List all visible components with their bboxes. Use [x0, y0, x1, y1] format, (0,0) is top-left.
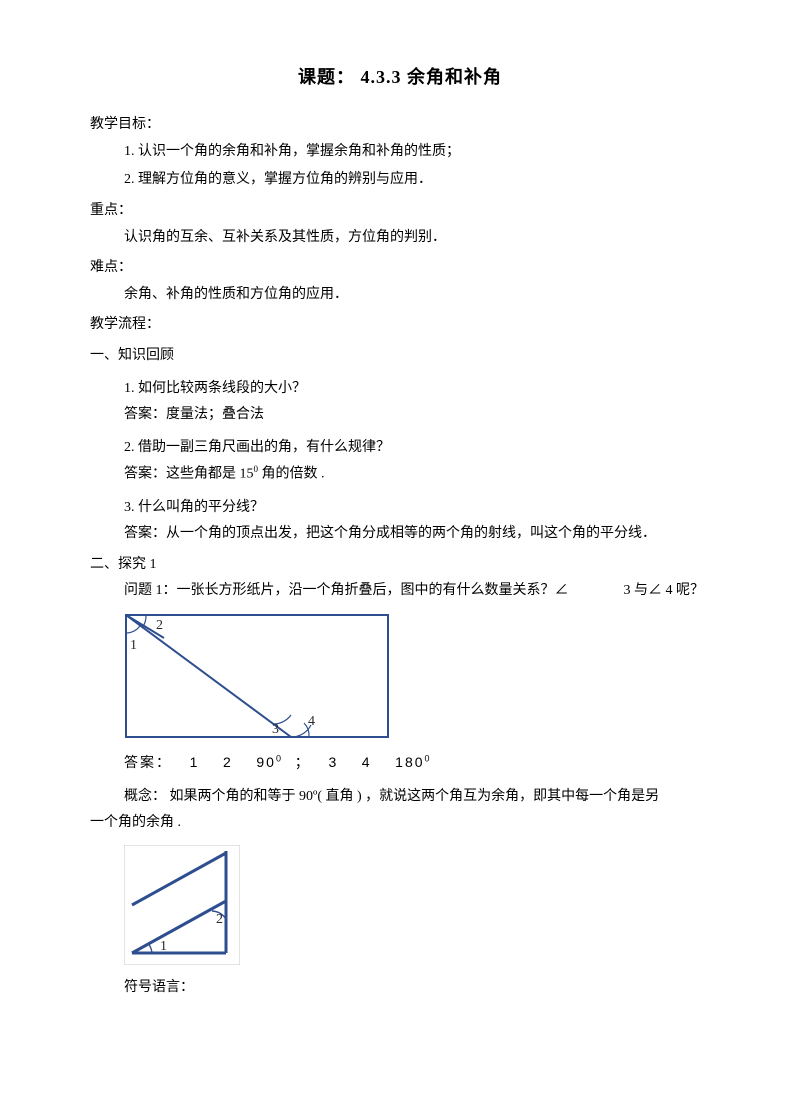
- ans-90-sup: 0: [276, 753, 283, 763]
- ans-180: 180: [395, 754, 424, 770]
- goal-1: 1. 认识一个角的余角和补角，掌握余角和补角的性质；: [90, 139, 710, 166]
- difficulty-text: 余角、补角的性质和方位角的应用．: [90, 282, 710, 309]
- explore-q1-pre: 问题 1：一张长方形纸片，沿一个角折叠后，图中的有什么数量关系？∠: [124, 583, 569, 598]
- concept-line2: 一个角的余角 .: [90, 810, 710, 837]
- review-q3: 3. 什么叫角的平分线？: [90, 495, 710, 522]
- ans-semi: ；: [295, 754, 311, 770]
- ans-3: 3: [328, 754, 338, 770]
- fig2-label-1: 1: [160, 939, 167, 954]
- concept-line1: 概念： 如果两个角的和等于 90º( 直角 ) ，就说这两个角互为余角，即其中每…: [90, 784, 710, 811]
- fig1-label-2: 2: [156, 618, 163, 633]
- difficulty-label: 难点：: [90, 255, 710, 282]
- ans-180-sup: 0: [425, 753, 432, 763]
- fig1-label-4: 4: [308, 714, 315, 729]
- explore-label: 二、探究 1: [90, 552, 710, 579]
- page-title: 课题： 4.3.3 余角和补角: [90, 60, 710, 94]
- review-a2: 答案：这些角都是 150 角的倍数 .: [90, 461, 710, 488]
- review-label: 一、知识回顾: [90, 343, 710, 370]
- fig1-label-3: 3: [272, 722, 279, 737]
- ans-pre: 答案：: [124, 754, 172, 770]
- figure-complementary: 1 2: [124, 845, 710, 965]
- goals-label: 教学目标：: [90, 112, 710, 139]
- ans-90: 90: [256, 754, 276, 770]
- review-a2-pre: 答案：这些角都是 15: [124, 467, 254, 482]
- review-q1: 1. 如何比较两条线段的大小？: [90, 376, 710, 403]
- review-q2: 2. 借助一副三角尺画出的角，有什么规律？: [90, 435, 710, 462]
- ans-2: 2: [223, 754, 233, 770]
- symbolic-label: 符号语言：: [90, 975, 710, 1002]
- ans-4: 4: [362, 754, 372, 770]
- review-a1: 答案：度量法；叠合法: [90, 402, 710, 429]
- flow-label: 教学流程：: [90, 312, 710, 339]
- fig1-label-1: 1: [130, 638, 137, 653]
- explore-q1: 问题 1：一张长方形纸片，沿一个角折叠后，图中的有什么数量关系？∠ 3 与∠ 4…: [90, 578, 710, 605]
- fig2-label-2: 2: [216, 912, 223, 927]
- keypoint-text: 认识角的互余、互补关系及其性质，方位角的判别．: [90, 225, 710, 252]
- keypoint-label: 重点：: [90, 198, 710, 225]
- figure-rectangle-fold: 1 2 3 4: [124, 613, 710, 739]
- review-a2-post: 角的倍数 .: [258, 467, 325, 482]
- review-a3: 答案：从一个角的顶点出发，把这个角分成相等的两个角的射线，叫这个角的平分线．: [90, 521, 710, 548]
- explore-q1-mid: 3 与∠ 4 呢？: [624, 583, 705, 598]
- goal-2: 2. 理解方位角的意义，掌握方位角的辨别与应用．: [90, 167, 710, 194]
- ans-1: 1: [190, 754, 200, 770]
- explore-answer: 答案： 1 2 900 ； 3 4 1800: [90, 749, 710, 776]
